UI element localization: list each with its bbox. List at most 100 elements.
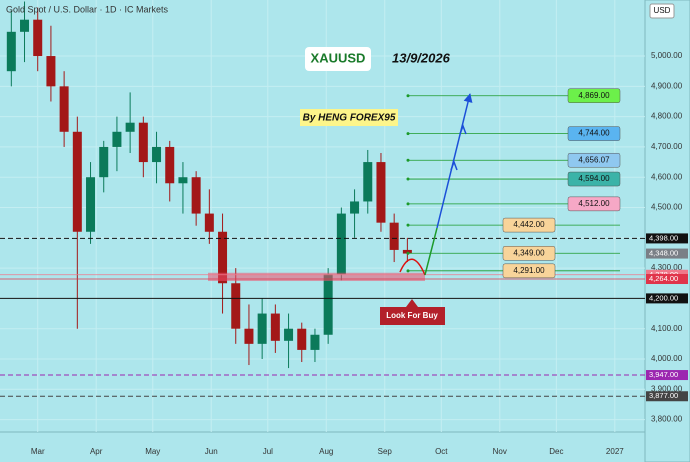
level-label-box — [646, 370, 688, 381]
header: Gold Spot / U.S. Dollar · 1D · IC Market… — [6, 4, 169, 14]
x-tick-label: Oct — [435, 447, 448, 456]
candle-body — [323, 274, 333, 335]
annotation-box — [380, 299, 445, 325]
target-dot — [406, 269, 410, 273]
y-tick-label: 4,600.00 — [651, 172, 683, 181]
blue-arrow — [436, 93, 473, 229]
level-label: 3,877.00 — [649, 391, 678, 400]
author-box — [300, 109, 398, 126]
candle-body — [231, 283, 241, 329]
candle-body — [72, 131, 82, 232]
candle-body — [376, 162, 386, 223]
candle-body — [402, 249, 412, 254]
target-dot — [406, 94, 410, 98]
target-label: 4,869.00 — [578, 91, 610, 100]
candle-body — [86, 177, 96, 232]
candle-body — [350, 201, 360, 214]
candle-body — [244, 328, 254, 344]
target-dot — [406, 177, 410, 181]
currency-box — [649, 3, 675, 19]
pullback-arc — [399, 258, 426, 276]
y-tick-label: 4,100.00 — [651, 324, 683, 333]
candle-body — [112, 131, 122, 147]
y-tick-label: 4,800.00 — [651, 112, 683, 121]
chart-date: 13/9/2026 — [392, 50, 451, 65]
annotation: Look For Buy — [386, 311, 438, 320]
level-label-box — [646, 274, 688, 285]
y-tick-label: 4,000.00 — [651, 354, 683, 363]
y-tick-label: 3,800.00 — [651, 415, 683, 424]
candle-body — [310, 334, 320, 350]
candle-body — [204, 213, 214, 232]
target-dot — [406, 202, 410, 206]
target-dot — [406, 132, 410, 136]
candle-body — [336, 213, 346, 275]
target-dot — [406, 251, 410, 255]
y-tick-label: 4,700.00 — [651, 142, 683, 151]
candle-body — [297, 328, 307, 350]
target-box — [567, 171, 621, 187]
zone — [208, 272, 425, 282]
candle-body — [152, 146, 162, 163]
candle-body — [270, 313, 280, 341]
target-label: 4,512.00 — [578, 199, 610, 208]
target-box — [502, 217, 556, 233]
author: By HENG FOREX95 — [303, 113, 396, 124]
title-box — [305, 47, 371, 71]
target-box — [567, 88, 621, 103]
y-tick-label: 4,900.00 — [651, 81, 683, 90]
candle-body — [138, 122, 148, 163]
level-label: 4,398.00 — [649, 233, 678, 242]
target-label: 4,291.00 — [513, 266, 545, 275]
level-label-box — [646, 248, 688, 259]
candle-body — [6, 31, 16, 72]
target-box — [502, 246, 556, 261]
candle-body — [389, 222, 399, 250]
target-dot — [406, 223, 410, 227]
x-tick-label: 2027 — [606, 447, 624, 456]
level-label-box — [646, 391, 688, 402]
target-box — [567, 152, 621, 168]
x-tick-label: Aug — [319, 447, 333, 456]
currency: USD — [654, 6, 671, 15]
green-arrow — [424, 227, 438, 276]
x-tick-label: May — [145, 447, 160, 456]
chart-title: XAUUSD — [311, 50, 366, 65]
candle-body — [191, 177, 201, 214]
target-box — [502, 263, 556, 279]
target-box — [567, 126, 621, 141]
candle-body — [59, 86, 69, 132]
candle-body — [284, 328, 294, 341]
candle-body — [218, 231, 228, 284]
target-label: 4,744.00 — [578, 129, 610, 138]
candle-body — [125, 122, 135, 132]
x-tick-label: Apr — [90, 447, 103, 456]
level-label: 4,264.00 — [649, 274, 678, 283]
x-tick-label: Nov — [493, 447, 507, 456]
x-tick-label: Mar — [31, 447, 45, 456]
target-label: 4,594.00 — [578, 174, 610, 183]
candle-body — [363, 162, 373, 202]
candle-body — [257, 313, 267, 344]
y-tick-label: 5,000.00 — [651, 51, 683, 60]
target-label: 4,349.00 — [513, 248, 545, 257]
level-label: 3,947.00 — [649, 370, 678, 379]
y-tick-label: 4,300.00 — [651, 263, 683, 272]
arrow-chevrons — [450, 123, 467, 171]
candle-body — [33, 19, 43, 57]
y-tick-label: 4,500.00 — [651, 203, 683, 212]
x-tick-label: Jun — [205, 447, 218, 456]
target-dot — [406, 158, 410, 162]
x-tick-label: Jul — [263, 447, 273, 456]
x-tick-label: Dec — [549, 447, 563, 456]
level-label-box — [646, 293, 688, 304]
level-label: 4,348.00 — [649, 249, 678, 258]
candle-body — [20, 19, 30, 32]
candle-body — [46, 56, 56, 87]
target-label: 4,656.07 — [578, 155, 610, 164]
level-label-box — [646, 233, 688, 244]
level-label: 4,200.00 — [649, 293, 678, 302]
price-axis — [644, 0, 690, 462]
candle-body — [165, 146, 175, 184]
